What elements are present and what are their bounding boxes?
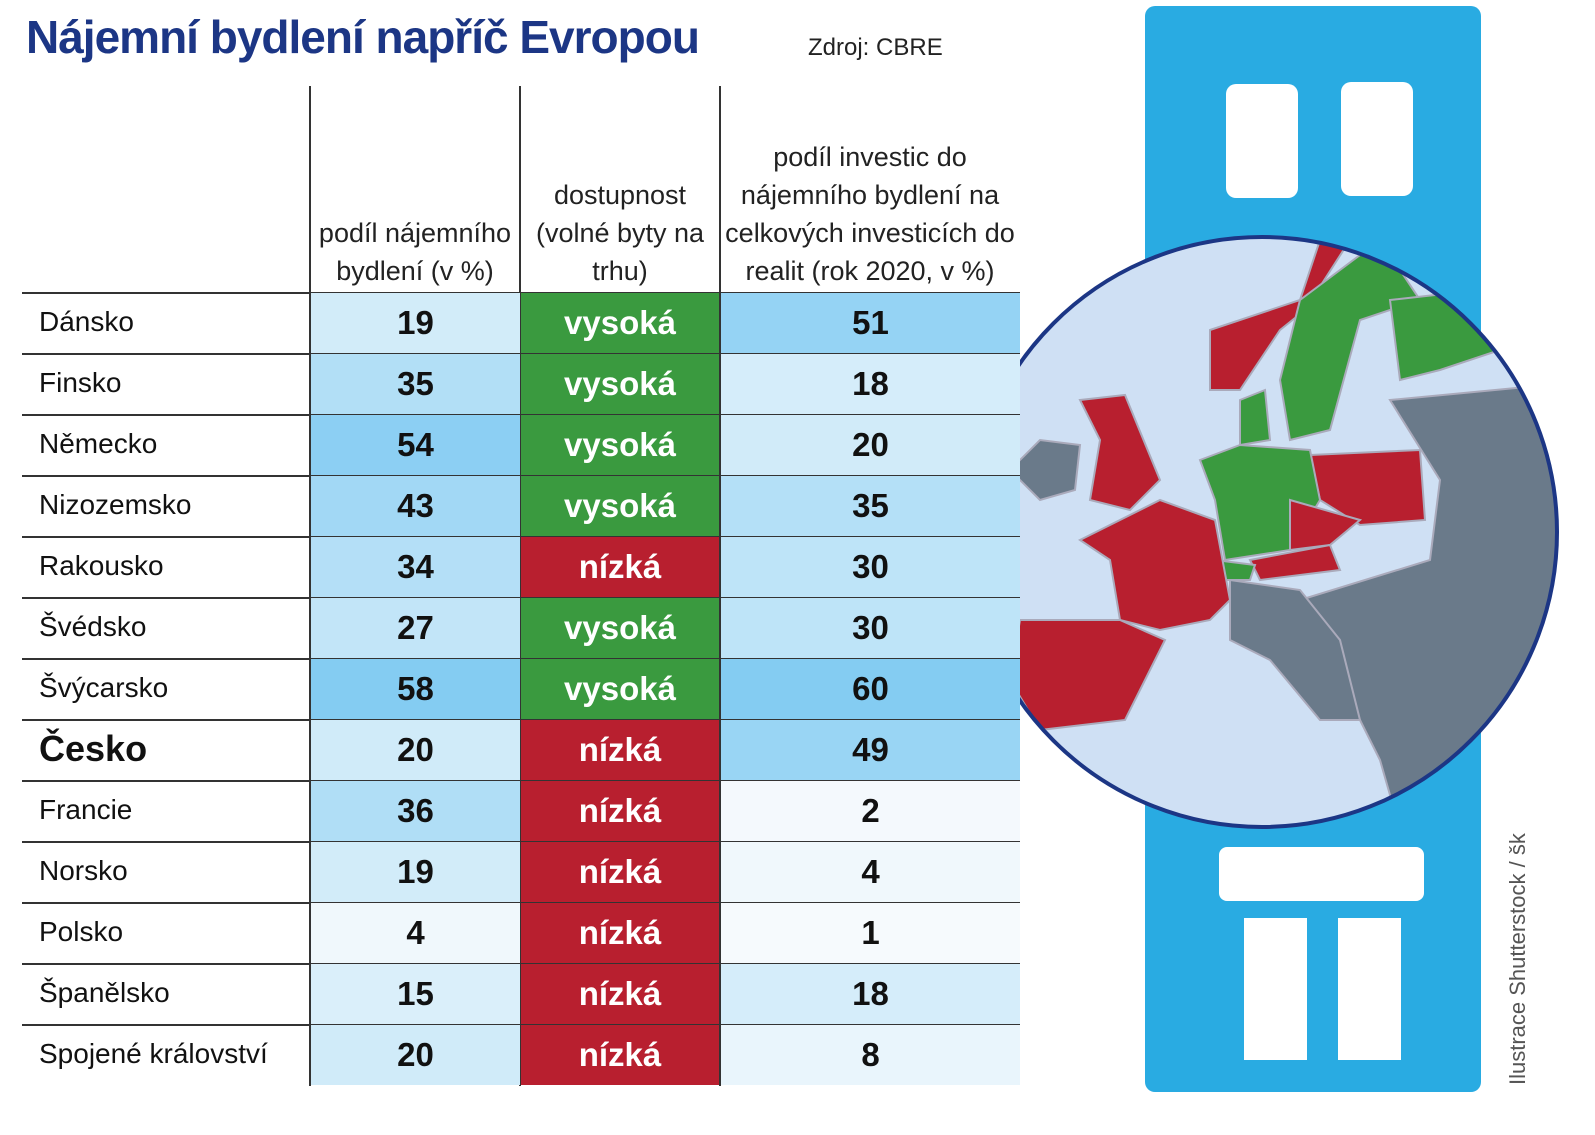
rental-share: 20 (311, 1025, 520, 1085)
investment-share: 30 (721, 537, 1020, 597)
rental-share: 4 (311, 903, 520, 963)
availability: nízká (521, 1025, 719, 1085)
rental-share: 35 (311, 354, 520, 414)
door (1338, 918, 1401, 1060)
row-divider (22, 658, 1020, 660)
investment-share: 35 (721, 476, 1020, 536)
row-divider (22, 536, 1020, 538)
availability: vysoká (521, 354, 719, 414)
row-divider (22, 414, 1020, 416)
investment-share: 2 (721, 781, 1020, 841)
window (1226, 84, 1298, 198)
row-divider (22, 353, 1020, 355)
country: Francie (39, 794, 133, 825)
investment-share: 8 (721, 1025, 1020, 1085)
country: Rakousko (39, 550, 164, 581)
rental-share: 27 (311, 598, 520, 658)
rental-share: 20 (311, 720, 520, 780)
row-divider (22, 1024, 1020, 1026)
title: Nájemní bydlení napříč Evropou (26, 11, 700, 63)
availability: nízká (521, 842, 719, 902)
row-divider (22, 902, 1020, 904)
window (1341, 82, 1413, 196)
country: Spojené království (39, 1038, 268, 1069)
availability: vysoká (521, 598, 719, 658)
rental-share: 36 (311, 781, 520, 841)
investment-share: 20 (721, 415, 1020, 475)
row-divider (22, 475, 1020, 477)
country: Německo (39, 428, 158, 459)
availability: vysoká (521, 659, 719, 719)
availability: nízká (521, 964, 719, 1024)
column-divider (519, 86, 521, 1086)
investment-share: 18 (721, 964, 1020, 1024)
rental-share: 19 (311, 842, 520, 902)
country: Polsko (39, 916, 124, 947)
row-divider (22, 719, 1020, 721)
investment-share: 49 (721, 720, 1020, 780)
row-divider (22, 780, 1020, 782)
column-header: podíl investic do nájemního bydlení na c… (725, 142, 1015, 286)
rental-share: 15 (311, 964, 520, 1024)
country: Dánsko (39, 306, 134, 337)
availability: nízká (521, 720, 719, 780)
country: Švýcarsko (39, 672, 169, 703)
column-divider (719, 86, 721, 1086)
investment-share: 30 (721, 598, 1020, 658)
window (1219, 847, 1424, 901)
availability: nízká (521, 781, 719, 841)
row-divider (22, 841, 1020, 843)
availability: nízká (521, 903, 719, 963)
row-divider (22, 292, 1020, 294)
investment-share: 51 (721, 293, 1020, 353)
map (1008, 238, 1557, 827)
rental-share: 19 (311, 293, 520, 353)
country: Norsko (39, 855, 128, 886)
column-header: dostupnost (volné byty na trhu) (535, 180, 705, 286)
source: Zdroj: CBRE (808, 34, 943, 61)
rental-share: 58 (311, 659, 520, 719)
investment-share: 60 (721, 659, 1020, 719)
availability: vysoká (521, 415, 719, 475)
investment-share: 1 (721, 903, 1020, 963)
availability: nízká (521, 537, 719, 597)
country: Nizozemsko (39, 489, 192, 520)
door (1244, 918, 1307, 1060)
country: Španělsko (39, 977, 170, 1008)
country: Švédsko (39, 611, 147, 642)
country: Česko (39, 728, 148, 769)
country: Finsko (39, 367, 122, 398)
rental-share: 43 (311, 476, 520, 536)
column-divider (309, 86, 311, 1086)
investment-share: 18 (721, 354, 1020, 414)
rental-share: 34 (311, 537, 520, 597)
rental-share: 54 (311, 415, 520, 475)
row-divider (22, 963, 1020, 965)
credit: Ilustrace Shutterstock / šk (1505, 833, 1530, 1085)
availability: vysoká (521, 293, 719, 353)
availability: vysoká (521, 476, 719, 536)
investment-share: 4 (721, 842, 1020, 902)
column-header: podíl nájemního bydlení (v %) (318, 218, 512, 286)
row-divider (22, 597, 1020, 599)
